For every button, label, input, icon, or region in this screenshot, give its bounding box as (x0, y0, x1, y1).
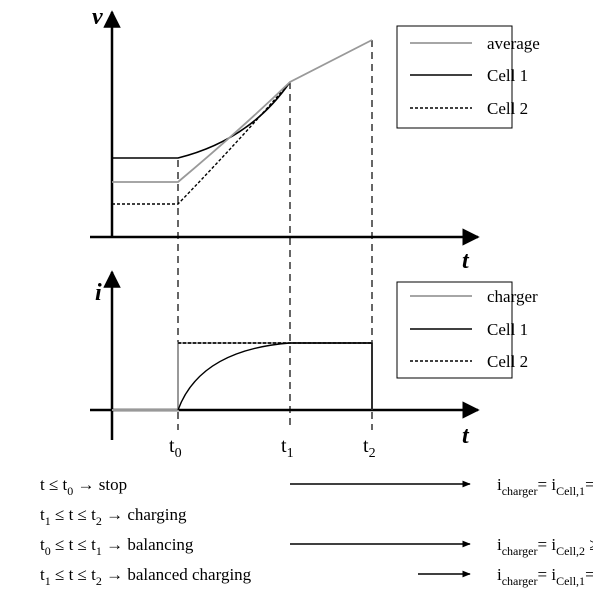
subscript: 2 (96, 574, 102, 588)
legend-label: charger (487, 287, 538, 306)
condition: t1 ≤ t ≤ t2 → balanced charging (40, 565, 252, 588)
text-part: ≤ t ≤ t (51, 565, 96, 584)
text-part: = i (538, 565, 557, 584)
subscript: 0 (45, 544, 51, 558)
row-arrows (290, 480, 471, 578)
average-voltage (112, 39, 373, 183)
equation: icharger= iCell,1= iCell,2= 0 (497, 475, 593, 498)
cell1-voltage (112, 81, 291, 159)
condition: t ≤ t0 → stop (40, 475, 127, 498)
tick-label: t2 (363, 435, 376, 461)
legend-label: Cell 2 (487, 99, 528, 118)
cell1-current (177, 342, 373, 411)
text-part: t (40, 535, 45, 554)
subscript: 0 (175, 446, 182, 461)
subscript: 1 (45, 574, 51, 588)
legend-label: Cell 2 (487, 352, 528, 371)
text-part: t (363, 435, 369, 457)
text-part: → balanced charging (102, 565, 252, 584)
subscript: 2 (369, 446, 376, 461)
text-part: → stop (73, 475, 127, 494)
cell2-voltage (112, 81, 291, 205)
text-part: → balancing (102, 535, 194, 554)
text-part: t ≤ t (40, 475, 68, 494)
text-part: = i (538, 535, 557, 554)
subscript: 1 (287, 446, 294, 461)
axis-label: i (95, 280, 102, 306)
text-part: t (40, 565, 45, 584)
text-part: i (497, 565, 502, 584)
text-part: i (497, 475, 502, 494)
axis-label: v (92, 4, 103, 30)
legend-label: average (487, 34, 540, 53)
condition: t1 ≤ t ≤ t2 → charging (40, 505, 187, 528)
text-part: ≤ t ≤ t (51, 505, 96, 524)
subscript: Cell,1 (556, 574, 585, 588)
charger-current (112, 342, 373, 411)
equation: icharger= iCell,2 ≥ iCell,1 (497, 535, 593, 558)
axis-label: t (462, 423, 470, 449)
subscript: charger (502, 484, 538, 498)
subscript: 2 (96, 514, 102, 528)
subscript: 0 (67, 484, 73, 498)
text-part: ≤ t ≤ t (51, 535, 96, 554)
legend-label: Cell 1 (487, 320, 528, 339)
text-part: t (281, 435, 287, 457)
text-part: t (169, 435, 175, 457)
text-part: → charging (102, 505, 187, 524)
condition: t0 ≤ t ≤ t1 → balancing (40, 535, 194, 558)
text-part: = i (585, 565, 593, 584)
subscript: Cell,1 (556, 484, 585, 498)
tick-label: t0 (169, 435, 182, 461)
time-markers (177, 40, 373, 430)
axis-label: t (462, 248, 470, 274)
tick-label: t1 (281, 435, 294, 461)
legend-label: Cell 1 (487, 66, 528, 85)
text-part: = i (538, 475, 557, 494)
text-part: ≥ i (585, 535, 593, 554)
text-part: i (497, 535, 502, 554)
text-part: t (40, 505, 45, 524)
subscript: Cell,2 (556, 544, 585, 558)
subscript: 1 (96, 544, 102, 558)
legend-box (396, 281, 513, 379)
subscript: charger (502, 574, 538, 588)
equation: icharger= iCell,1= iCell,2 (497, 565, 593, 588)
subscript: 1 (45, 514, 51, 528)
subscript: charger (502, 544, 538, 558)
text-part: = i (585, 475, 593, 494)
